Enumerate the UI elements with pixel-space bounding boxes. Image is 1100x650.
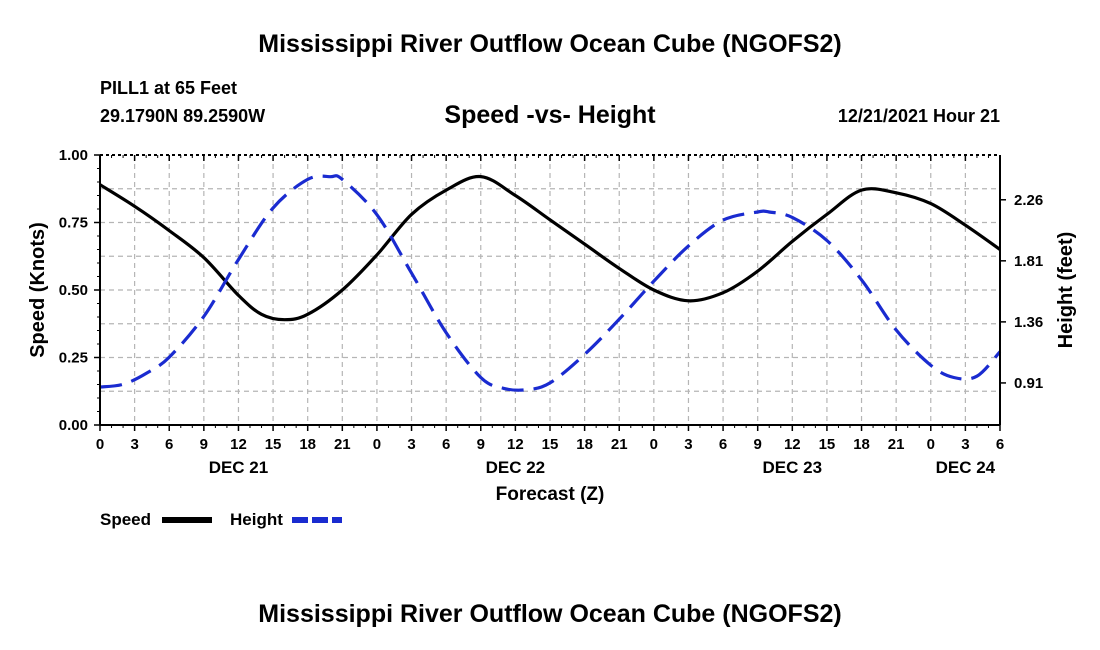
x-tick-label: 18 bbox=[576, 436, 593, 453]
y2-tick-label: 0.91 bbox=[1014, 375, 1043, 392]
x-tick-label: 15 bbox=[542, 436, 559, 453]
y-axis-title: Speed (Knots) bbox=[27, 222, 49, 358]
speed-series-line bbox=[99, 174, 1001, 322]
footer-title: Mississippi River Outflow Ocean Cube (NG… bbox=[258, 600, 842, 628]
x-tick-label: 0 bbox=[650, 436, 658, 453]
x-tick-label: 12 bbox=[230, 436, 247, 453]
legend: Speed Height bbox=[100, 510, 342, 529]
x-tick-label: 6 bbox=[165, 436, 173, 453]
x-tick-label: 6 bbox=[996, 436, 1004, 453]
x-tick-label: 3 bbox=[684, 436, 692, 453]
y-tick-label: 1.00 bbox=[59, 147, 88, 164]
x-tick-label: 21 bbox=[888, 436, 905, 453]
x-tick-label: 21 bbox=[334, 436, 351, 453]
y2-tick-label: 2.26 bbox=[1014, 192, 1043, 209]
height-series-line bbox=[99, 174, 1002, 392]
axis-ticks bbox=[94, 154, 1006, 431]
main-title: Mississippi River Outflow Ocean Cube (NG… bbox=[258, 30, 842, 58]
series-layer bbox=[99, 174, 1002, 392]
x-tick-label: 9 bbox=[477, 436, 485, 453]
y-tick-label: 0.50 bbox=[59, 282, 88, 299]
x-tick-label: 3 bbox=[407, 436, 415, 453]
y-tick-label: 0.25 bbox=[59, 350, 88, 367]
axis-labels: 0 3 6 9 12 15 18 21 0 3 6 9 12 15 18 21 0 3 6 9 12 15 18 21 0 3 6D… bbox=[27, 147, 1077, 505]
x-tick-label: 0 bbox=[927, 436, 935, 453]
station-label: PILL1 at 65 Feet bbox=[100, 78, 238, 98]
x-tick-label: 18 bbox=[299, 436, 316, 453]
x-tick-label: 9 bbox=[200, 436, 208, 453]
y-tick-label: 0.00 bbox=[59, 417, 88, 434]
forecast-timestamp: 12/21/2021 Hour 21 bbox=[837, 106, 1000, 126]
x-tick-label: 15 bbox=[819, 436, 836, 453]
y-tick-label: 0.75 bbox=[59, 215, 88, 232]
x-tick-label: 12 bbox=[507, 436, 524, 453]
x-tick-label: 12 bbox=[784, 436, 801, 453]
x-tick-label: 3 bbox=[961, 436, 969, 453]
x-axis-title: Forecast (Z) bbox=[496, 484, 605, 505]
legend-label-height: Height bbox=[230, 510, 283, 529]
y2-axis-title: Height (feet) bbox=[1055, 232, 1077, 349]
x-tick-label: 18 bbox=[853, 436, 870, 453]
x-tick-label: 6 bbox=[719, 436, 727, 453]
x-tick-label: 3 bbox=[130, 436, 138, 453]
legend-label-speed: Speed bbox=[100, 510, 151, 529]
x-tick-label: 6 bbox=[442, 436, 450, 453]
chart-subtitle: Speed -vs- Height bbox=[444, 101, 656, 129]
x-tick-label: 15 bbox=[265, 436, 282, 453]
x-tick-label: 21 bbox=[611, 436, 628, 453]
x-tick-label: 0 bbox=[96, 436, 104, 453]
x-tick-label: 9 bbox=[754, 436, 762, 453]
date-label: DEC 21 bbox=[209, 458, 269, 477]
station-coordinates: 29.1790N 89.2590W bbox=[100, 106, 266, 126]
y2-tick-label: 1.81 bbox=[1014, 253, 1043, 270]
y2-tick-label: 1.36 bbox=[1014, 314, 1043, 331]
date-label: DEC 22 bbox=[486, 458, 546, 477]
date-label: DEC 24 bbox=[936, 458, 996, 477]
x-tick-label: 0 bbox=[373, 436, 381, 453]
date-label: DEC 23 bbox=[763, 458, 823, 477]
